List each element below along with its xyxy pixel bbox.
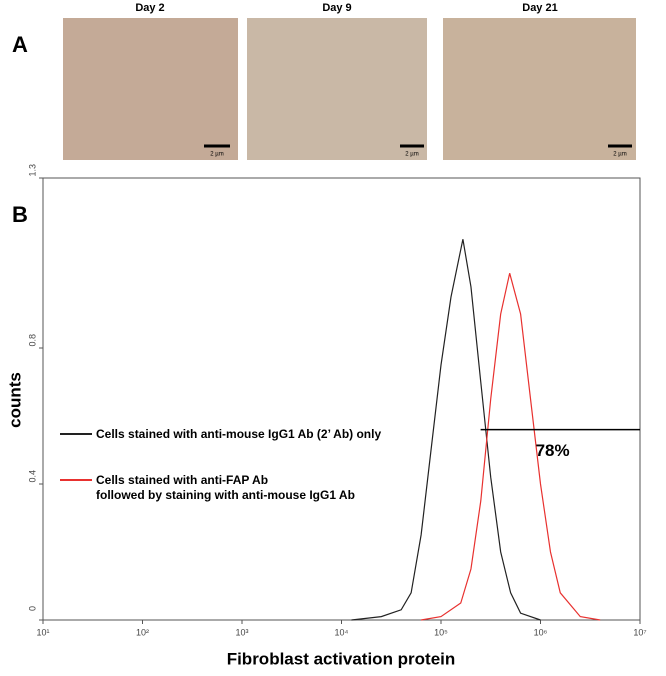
scale-label: 2 µm: [405, 152, 418, 158]
x-axis-label: Fibroblast activation protein: [227, 649, 456, 668]
x-tick-label: 10³: [235, 627, 248, 637]
image-title: Day 9: [322, 2, 351, 14]
scale-label: 2 µm: [613, 152, 626, 158]
image-title: Day 2: [135, 2, 164, 14]
series-line: [351, 239, 541, 621]
x-tick-label: 10⁴: [335, 627, 349, 637]
x-tick-label: 10²: [136, 627, 149, 637]
panel-label: A: [12, 32, 28, 57]
legend-label: Cells stained with anti-FAP Ab followed …: [96, 473, 355, 502]
micrograph: [443, 18, 636, 160]
y-tick-label: 1.3: [27, 164, 37, 177]
micrograph: [247, 18, 427, 160]
y-tick-label: 0.8: [27, 334, 37, 347]
y-axis-label: counts: [5, 372, 24, 428]
micrograph: [63, 18, 238, 160]
y-tick-label: 0.4: [27, 470, 37, 483]
x-tick-label: 10⁵: [434, 627, 448, 637]
gate-label: 78%: [536, 441, 570, 460]
x-tick-label: 10⁷: [633, 627, 646, 637]
x-tick-label: 10⁶: [534, 627, 548, 637]
legend-label: Cells stained with anti-mouse IgG1 Ab (2…: [96, 427, 382, 441]
x-tick-label: 10¹: [36, 627, 49, 637]
panel-label: B: [12, 202, 28, 227]
image-title: Day 21: [522, 2, 557, 14]
series-line: [421, 273, 601, 621]
y-tick-label: 0: [27, 606, 37, 611]
scale-label: 2 µm: [210, 152, 223, 158]
